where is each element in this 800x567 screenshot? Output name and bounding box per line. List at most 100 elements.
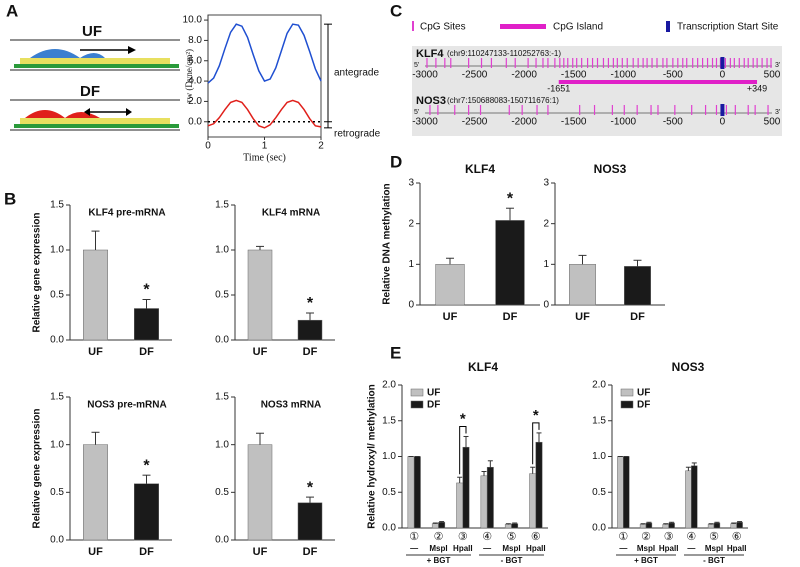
x-tick-label: -1000 (610, 117, 636, 128)
y-tick-label: 1.0 (215, 439, 229, 450)
category-number: ⑤ (709, 531, 719, 543)
y-tick-label: 2 (408, 218, 414, 229)
cpg-island (558, 80, 758, 84)
bar (134, 483, 159, 541)
category-number: ② (641, 531, 651, 543)
legend-swatch (410, 388, 424, 397)
y-tick-label: 1.5 (50, 392, 64, 403)
significance: * (143, 457, 150, 474)
x-tick-label: -2500 (462, 117, 488, 128)
island-label: -1651 (547, 83, 570, 93)
significance-bracket (532, 422, 540, 465)
category-number: ④ (686, 531, 696, 543)
line-series (207, 23, 322, 84)
y-tick-label: 2 (543, 218, 549, 229)
chart-title: NOS3 (594, 162, 627, 176)
x-tick-label: -1500 (561, 117, 587, 128)
legend-label: UF (427, 388, 440, 399)
y-tick-label: 1.0 (382, 451, 396, 462)
x-tick-label: -1000 (610, 70, 636, 81)
category-number: ④ (482, 531, 492, 543)
significance: * (507, 190, 514, 207)
panel-label: A (6, 1, 18, 20)
prime: 5' (414, 62, 419, 69)
x-tick-label: DF (139, 546, 154, 558)
x-tick-label: UF (88, 546, 103, 558)
x-tick-label: -2000 (511, 70, 537, 81)
significance: * (460, 410, 466, 427)
y-tick-label: 8.0 (188, 35, 202, 46)
y-tick-label: 2.0 (592, 380, 606, 391)
prime: 3' (775, 109, 780, 116)
chart-title: KLF4 pre-mRNA (88, 208, 165, 219)
diagram-label: UF (82, 23, 102, 40)
prime: 5' (414, 109, 419, 116)
bar (83, 444, 108, 541)
bar (462, 446, 470, 529)
y-axis-label: Relative gene expression (32, 212, 43, 332)
x-tick-label: -500 (663, 70, 683, 81)
y-tick-label: 0.5 (215, 290, 229, 301)
x-tick-label: 0 (720, 117, 726, 128)
x-tick-label: -3000 (412, 117, 438, 128)
x-tick-label: MspI (637, 544, 655, 553)
x-tick-label: 0 (720, 70, 726, 81)
bar (569, 264, 596, 306)
x-tick-label: DF (139, 346, 154, 358)
bar (623, 456, 630, 529)
y-axis-label: Relative hydroxyl/ methylation (367, 384, 378, 529)
y-tick-label: 0.5 (50, 290, 64, 301)
x-tick-label: DF (630, 311, 645, 323)
legend-swatch (500, 24, 546, 29)
x-tick-label: — (619, 544, 627, 553)
legend-label: DF (427, 400, 440, 411)
bar (639, 524, 647, 529)
y-axis-label: Relative DNA methylation (382, 183, 393, 304)
legend-swatch (666, 21, 670, 32)
x-tick-label: -1500 (561, 70, 587, 81)
x-tick-label: UF (253, 346, 268, 358)
x-tick-label: -2500 (462, 70, 488, 81)
bar (456, 482, 464, 529)
panel-label: B (4, 189, 16, 208)
x-tick-label: 2 (318, 141, 324, 152)
line-series (207, 99, 322, 129)
group-label: + BGT (427, 556, 451, 565)
legend-swatch (410, 400, 424, 409)
y-tick-label: 2.0 (188, 96, 202, 107)
tss (720, 57, 725, 69)
gene-location: (chr7:150688083-150711676:1) (447, 96, 559, 105)
y-tick-label: 0 (543, 300, 549, 311)
legend-label: Transcription Start Site (677, 22, 779, 33)
significance-bracket (459, 425, 467, 475)
category-number: ① (618, 531, 628, 543)
x-tick-label: UF (443, 311, 458, 323)
annotation: retrograde (334, 128, 381, 139)
category-number: ⑥ (531, 531, 541, 543)
plot-frame (207, 14, 322, 138)
x-tick-label: 500 (764, 117, 781, 128)
bar (247, 249, 273, 341)
y-tick-label: 0.0 (50, 335, 64, 346)
gene-name: NOS3 (416, 95, 446, 107)
bar (431, 523, 439, 529)
category-number: ① (409, 531, 419, 543)
x-tick-label: -2000 (511, 117, 537, 128)
x-tick-label: UF (88, 346, 103, 358)
y-tick-label: 0 (408, 300, 414, 311)
legend-label: CpG Sites (420, 22, 466, 33)
y-tick-label: 1.0 (215, 245, 229, 256)
bar (134, 308, 159, 341)
significance: * (307, 479, 314, 496)
x-tick-label: — (410, 544, 418, 553)
y-axis-label: τw (Dyne/cm²) (184, 49, 194, 103)
prime: 3' (775, 62, 780, 69)
y-tick-label: 6.0 (188, 55, 202, 66)
x-tick-label: 500 (764, 70, 781, 81)
category-number: ③ (458, 531, 468, 543)
x-tick-label: — (483, 544, 491, 553)
bar (668, 522, 675, 529)
y-tick-label: 10.0 (183, 15, 203, 26)
annotation: antegrade (334, 68, 379, 79)
